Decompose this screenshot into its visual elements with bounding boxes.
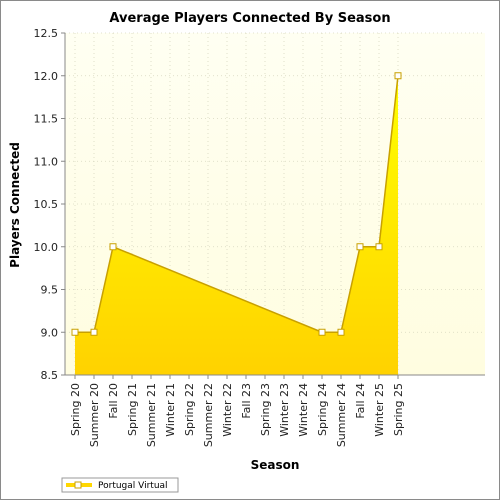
- legend[interactable]: Portugal Virtual: [61, 477, 179, 493]
- y-tick-label: 12.5: [34, 27, 59, 40]
- x-tick-label: Spring 25: [392, 383, 405, 436]
- data-point[interactable]: [318, 328, 326, 336]
- series-area: [75, 75, 398, 375]
- data-point[interactable]: [71, 328, 79, 336]
- x-tick-label: Winter 22: [221, 383, 234, 437]
- y-tick-label: 10.0: [34, 241, 59, 254]
- data-point[interactable]: [337, 328, 345, 336]
- legend-label: Portugal Virtual: [98, 481, 168, 491]
- y-axis-ticks: 8.5 9.0 9.5 10.0 10.5 11.0 11.5 12.0 12.5: [34, 27, 65, 382]
- x-tick-label: Spring 23: [259, 383, 272, 436]
- x-tick-label: Summer 21: [145, 383, 158, 447]
- x-tick-label: Summer 20: [88, 383, 101, 447]
- series-markers: [71, 72, 402, 336]
- x-axis-label: Season: [251, 458, 300, 472]
- data-point[interactable]: [394, 72, 402, 80]
- x-tick-label: Fall 23: [240, 383, 253, 419]
- x-tick-label: Fall 24: [354, 383, 367, 419]
- y-tick-label: 12.0: [34, 70, 59, 83]
- x-tick-label: Spring 21: [126, 383, 139, 436]
- x-tick-label: Summer 24: [335, 383, 348, 447]
- x-tick-label: Winter 24: [297, 383, 310, 437]
- x-tick-label: Winter 23: [278, 383, 291, 437]
- y-tick-label: 10.5: [34, 198, 59, 211]
- x-tick-label: Winter 21: [164, 383, 177, 437]
- y-tick-label: 8.5: [41, 369, 59, 382]
- legend-marker: [74, 481, 82, 489]
- data-point[interactable]: [109, 243, 117, 251]
- x-tick-label: Spring 20: [69, 383, 82, 436]
- data-point[interactable]: [90, 328, 98, 336]
- y-tick-label: 9.5: [41, 284, 59, 297]
- data-point[interactable]: [356, 243, 364, 251]
- y-axis-label: Players Connected: [8, 142, 22, 268]
- x-tick-label: Spring 24: [316, 383, 329, 436]
- y-tick-label: 9.0: [41, 326, 59, 339]
- y-tick-label: 11.5: [34, 113, 59, 126]
- x-tick-label: Summer 22: [202, 383, 215, 447]
- chart-title: Average Players Connected By Season: [109, 11, 390, 26]
- y-tick-label: 11.0: [34, 155, 59, 168]
- legend-box: [61, 477, 179, 493]
- x-tick-label: Fall 20: [107, 383, 120, 419]
- x-tick-label: Winter 25: [373, 383, 386, 437]
- data-point[interactable]: [375, 243, 383, 251]
- x-tick-label: Spring 22: [183, 383, 196, 436]
- x-axis-ticks: Spring 20 Summer 20 Fall 20 Spring 21 Summer…: [69, 375, 405, 447]
